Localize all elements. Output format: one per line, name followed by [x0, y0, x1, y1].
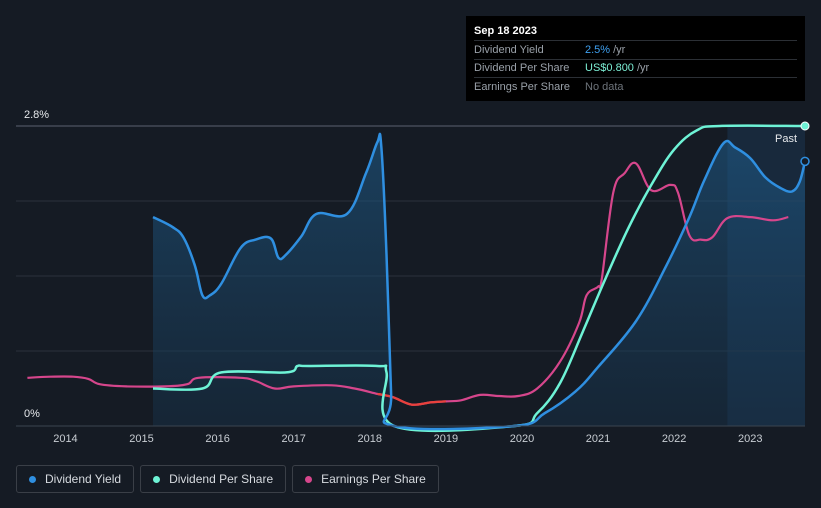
legend-earnings-per-share[interactable]: Earnings Per Share [292, 465, 439, 493]
legend-dividend-yield[interactable]: Dividend Yield [16, 465, 135, 493]
tooltip-label: Dividend Per Share [474, 62, 570, 75]
tooltip-value: No data [585, 80, 624, 93]
tooltip-unit: /yr [613, 43, 626, 56]
tooltip-row-dividend-per-share: Dividend Per Share US$0.800 /yr [474, 58, 797, 78]
tooltip-value: US$0.800 [585, 62, 634, 75]
tooltip-label: Dividend Yield [474, 43, 544, 56]
x-tick-label: 2022 [662, 433, 686, 445]
tooltip-row-earnings-per-share: Earnings Per Share No data [474, 77, 797, 96]
x-tick-label: 2023 [738, 433, 762, 445]
dividend-per-share-end-marker[interactable] [800, 121, 810, 131]
x-tick-label: 2014 [53, 433, 77, 445]
earnings-per-share-line [27, 161, 789, 406]
tooltip: Sep 18 2023 Dividend Yield 2.5% /yr Divi… [466, 16, 805, 101]
tooltip-label: Earnings Per Share [474, 80, 570, 93]
earnings-per-share-low-segment [377, 392, 446, 406]
legend-dot-icon [153, 475, 161, 483]
x-tick-label: 2016 [205, 433, 229, 445]
past-label: Past [775, 133, 797, 145]
legend-label: Earnings Per Share [321, 472, 426, 486]
x-axis-ticks: 2014 2015 2016 2017 2018 2019 2020 2021 2022 2023 [53, 433, 762, 445]
x-tick-label: 2018 [358, 433, 382, 445]
tooltip-value: 2.5% [585, 43, 611, 56]
tooltip-unit: /yr [636, 62, 650, 75]
x-tick-label: 2020 [510, 433, 534, 445]
legend-dot-icon [305, 475, 313, 483]
y-axis-bottom-label: 0% [24, 408, 40, 420]
legend-label: Dividend Per Share [169, 472, 274, 486]
y-axis-top-label: 2.8% [24, 109, 49, 121]
x-tick-label: 2021 [586, 433, 610, 445]
tooltip-date: Sep 18 2023 [474, 25, 537, 37]
x-tick-label: 2015 [129, 433, 153, 445]
tooltip-row-dividend-yield: Dividend Yield 2.5% /yr [474, 40, 797, 59]
dividend-yield-end-marker[interactable] [800, 156, 810, 167]
legend-dividend-per-share[interactable]: Dividend Per Share [140, 465, 287, 493]
legend-dot-icon [29, 475, 36, 483]
dividend-yield-area [153, 133, 805, 430]
x-tick-label: 2019 [434, 433, 458, 445]
legend: Dividend Yield Dividend Per Share Earnin… [16, 465, 439, 493]
x-tick-label: 2017 [281, 433, 305, 445]
legend-label: Dividend Yield [45, 472, 122, 486]
dividend-yield-line [152, 132, 807, 431]
